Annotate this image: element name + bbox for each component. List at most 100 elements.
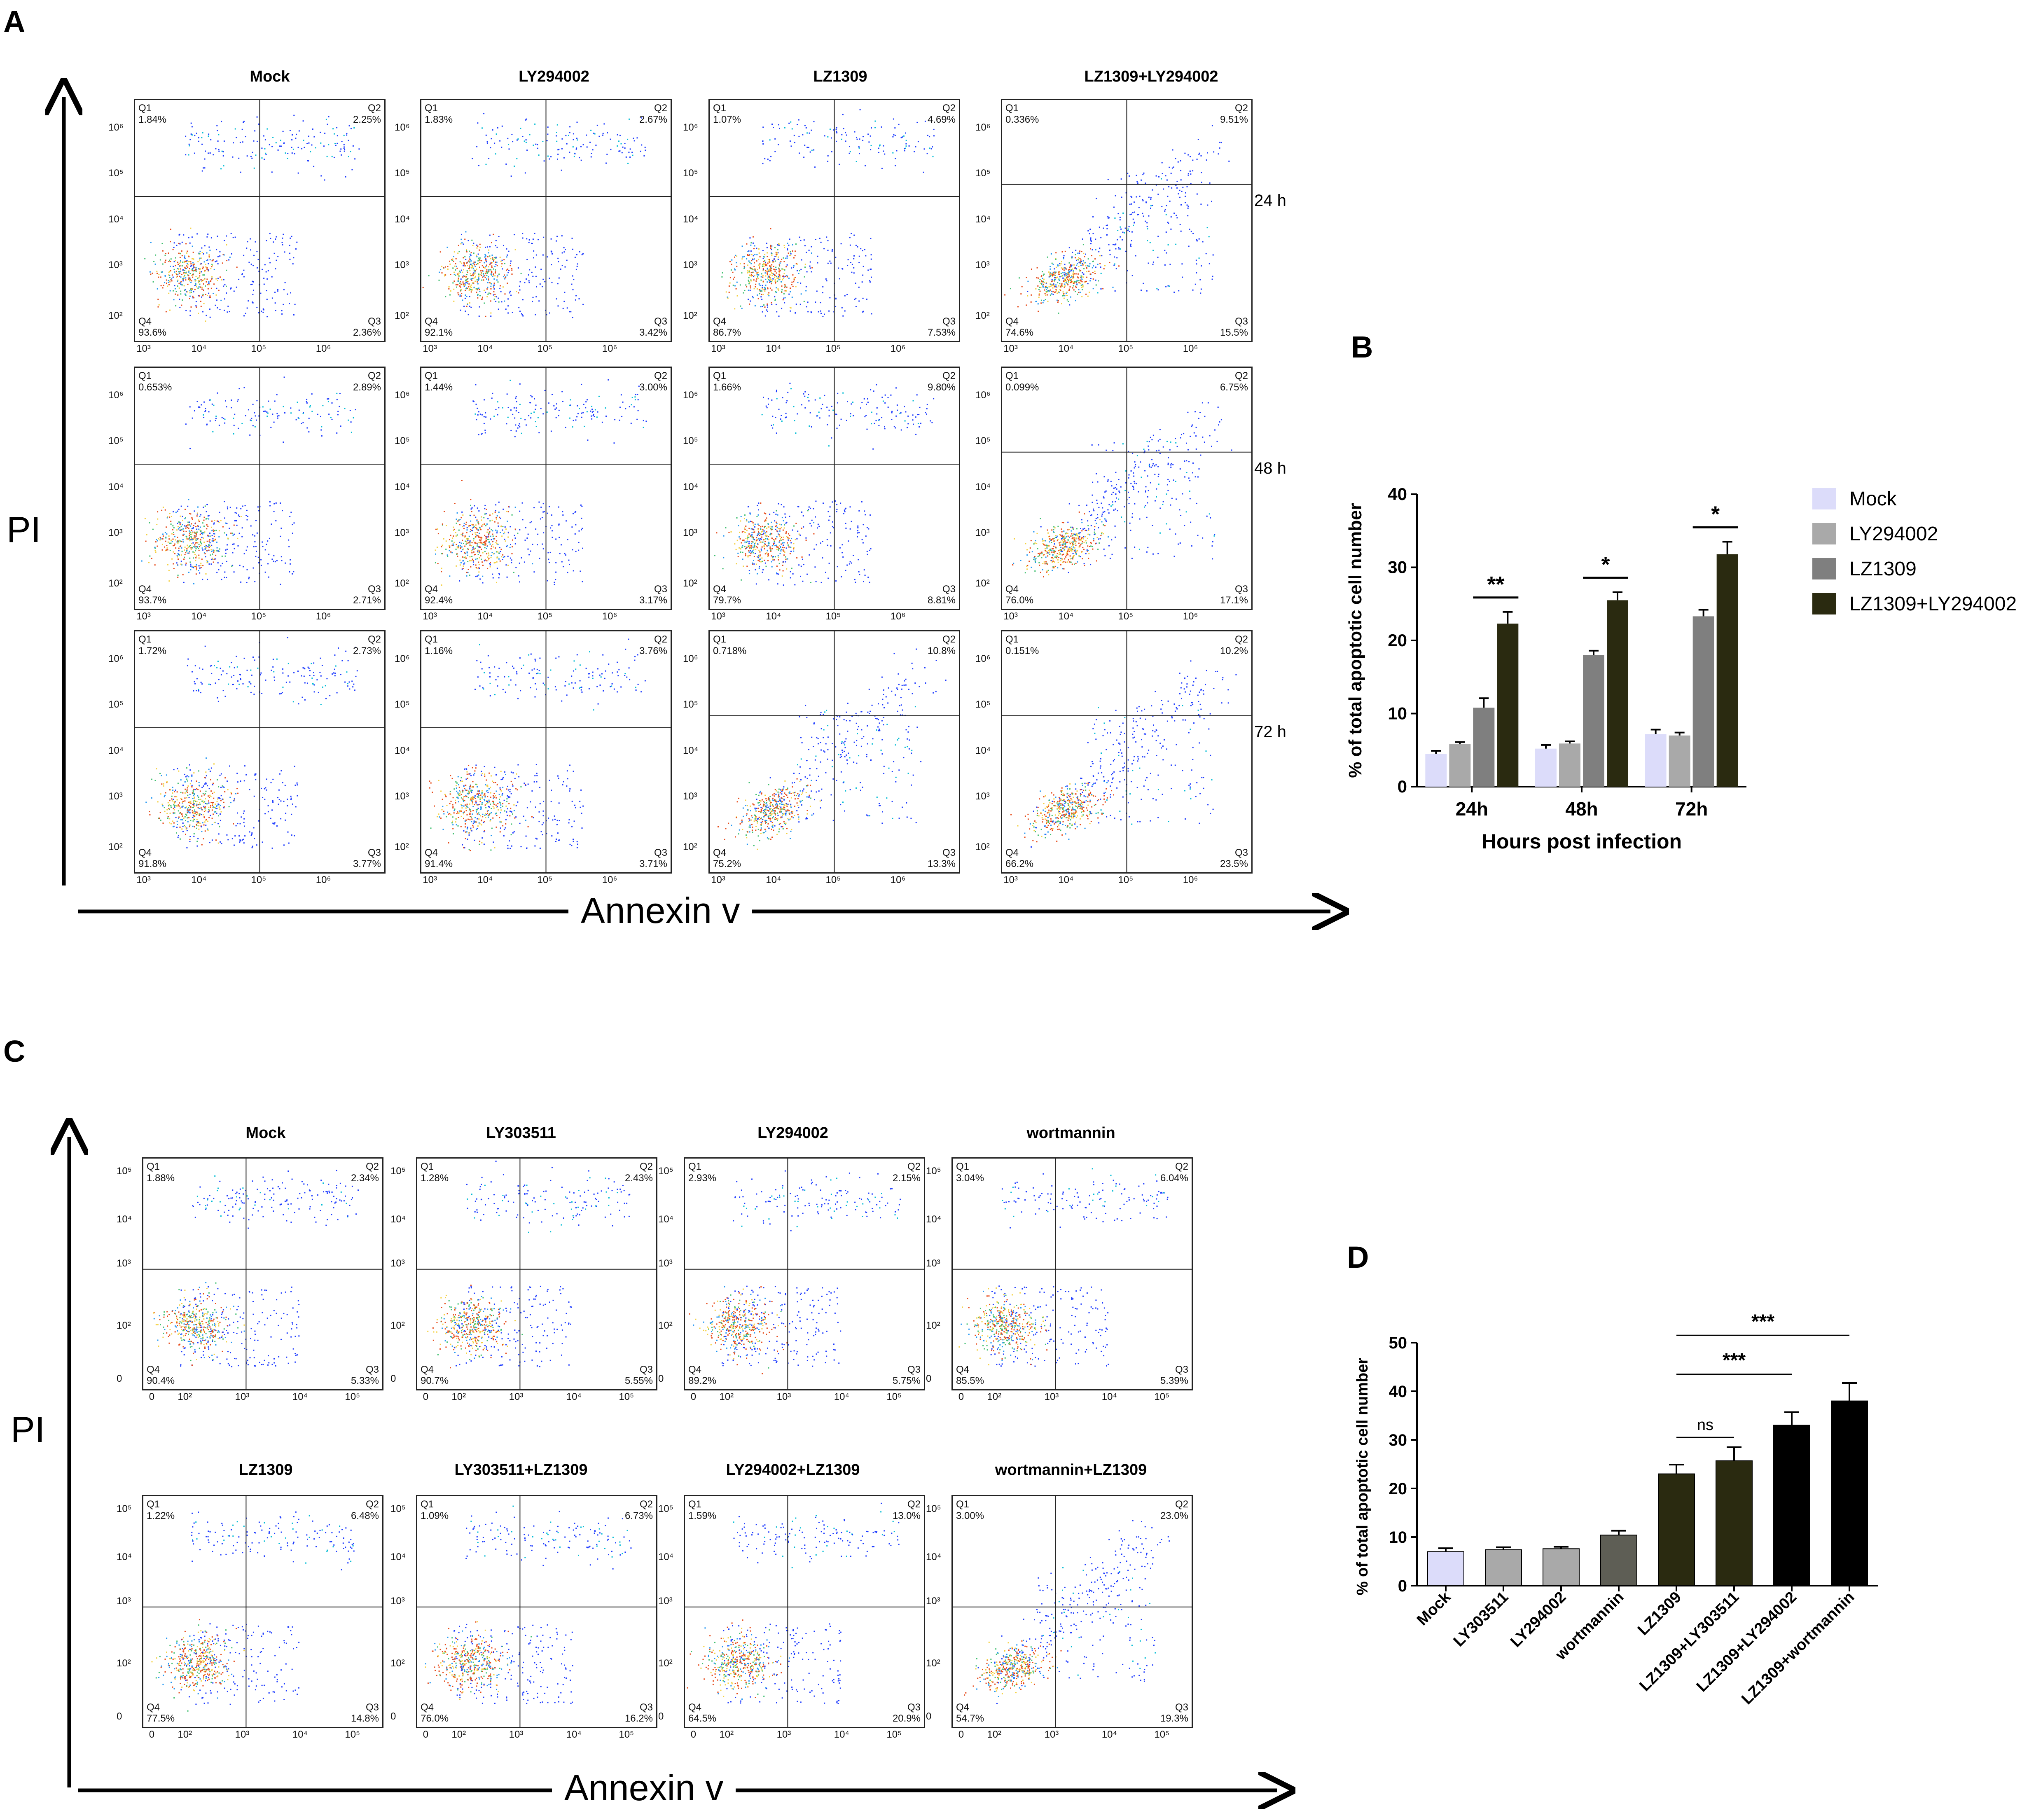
flow-dot	[1175, 158, 1176, 159]
flow-dot	[740, 305, 741, 307]
flow-dot	[771, 533, 773, 535]
flow-dot	[753, 537, 754, 538]
flow-dot	[1048, 290, 1049, 292]
flow-dot	[1148, 262, 1149, 264]
flow-dot	[1066, 280, 1067, 282]
flow-dot	[887, 397, 889, 398]
flow-dot	[511, 559, 512, 561]
flow-dot	[492, 530, 493, 532]
flow-dot	[807, 397, 809, 398]
flow-dot	[173, 290, 174, 292]
flow-dot	[1080, 275, 1082, 277]
flow-dot	[770, 267, 772, 269]
flow-dot	[1082, 272, 1083, 273]
flow-dot	[722, 272, 723, 273]
flow-dot	[542, 543, 543, 545]
flow-dot	[498, 525, 499, 527]
flow-dot	[157, 273, 158, 274]
flow-dot	[1043, 278, 1045, 280]
flow-dot	[444, 275, 445, 277]
flow-dot	[787, 243, 788, 244]
flow-dot	[446, 246, 448, 248]
flow-dot	[202, 294, 204, 295]
flow-dot	[1190, 173, 1192, 175]
flow-dot	[767, 273, 768, 274]
flow-dot	[495, 271, 496, 273]
flow-dot	[783, 561, 784, 563]
flow-dot	[219, 255, 221, 257]
flow-dot	[169, 542, 171, 544]
flow-dot	[290, 412, 292, 414]
flow-dot	[488, 554, 490, 556]
flow-dot	[435, 549, 436, 551]
flow-dot	[1079, 258, 1081, 259]
flow-dot	[1066, 275, 1068, 277]
flow-dot	[291, 236, 292, 237]
flow-dot	[853, 555, 854, 556]
flow-dot	[195, 550, 196, 551]
flow-dot	[220, 168, 222, 170]
flow-dot	[763, 289, 765, 291]
flow-dot	[757, 298, 759, 299]
flow-dot	[754, 258, 755, 260]
flow-dot	[453, 528, 455, 530]
flow-dot	[445, 549, 447, 550]
flow-dot	[229, 311, 230, 313]
flow-dot	[759, 540, 760, 541]
flow-dot	[883, 150, 884, 152]
flow-dot	[181, 564, 182, 565]
flow-dot	[484, 508, 486, 509]
flow-dot	[830, 545, 832, 547]
flow-dot	[1038, 294, 1040, 296]
flow-dot	[573, 513, 574, 514]
flow-dot	[801, 512, 803, 513]
flow-dot	[1142, 213, 1143, 214]
flow-dot	[343, 135, 345, 136]
flow-dot	[202, 565, 204, 566]
y-tick-label: 10⁶	[975, 122, 991, 133]
flow-dot	[177, 556, 178, 558]
flow-dot	[518, 425, 519, 426]
flow-dot	[1059, 273, 1060, 275]
flow-dot	[214, 540, 215, 541]
flow-dot	[881, 126, 882, 128]
flow-dot	[775, 528, 776, 530]
flow-dot	[478, 571, 480, 573]
flow-dot	[776, 272, 777, 274]
flow-dot	[739, 538, 741, 540]
flow-dot	[865, 255, 867, 257]
flow-dot	[769, 276, 770, 278]
flow-dot	[190, 549, 192, 550]
flow-dot	[793, 548, 795, 550]
flow-dot	[766, 531, 767, 533]
flow-dot	[243, 121, 245, 122]
flow-dot	[216, 249, 217, 250]
flow-dot	[479, 291, 481, 292]
flow-dot	[463, 543, 464, 544]
flow-dot	[791, 284, 792, 285]
flow-dot	[1065, 273, 1067, 274]
flow-dot	[222, 262, 223, 264]
flow-dot	[1220, 142, 1222, 143]
flow-dot	[576, 266, 578, 267]
flow-dot	[830, 532, 831, 534]
flow-dot	[190, 539, 192, 540]
flow-dot	[1127, 173, 1129, 174]
flow-dot	[748, 260, 750, 262]
flow-dot	[281, 313, 283, 315]
flow-dot	[209, 297, 210, 298]
flow-dot	[1054, 274, 1056, 276]
flow-dot	[488, 536, 489, 537]
flow-dot	[516, 291, 517, 292]
flow-dot	[1064, 283, 1066, 285]
flow-dot	[268, 400, 269, 402]
flow-dot	[179, 243, 181, 245]
flow-dot	[768, 295, 770, 297]
flow-dot	[344, 149, 346, 150]
flow-dot	[459, 524, 461, 526]
flow-dot	[874, 423, 875, 424]
flow-dot	[822, 557, 823, 559]
flow-dot	[198, 253, 200, 255]
flow-dot	[246, 569, 248, 570]
flow-dot	[552, 530, 553, 532]
